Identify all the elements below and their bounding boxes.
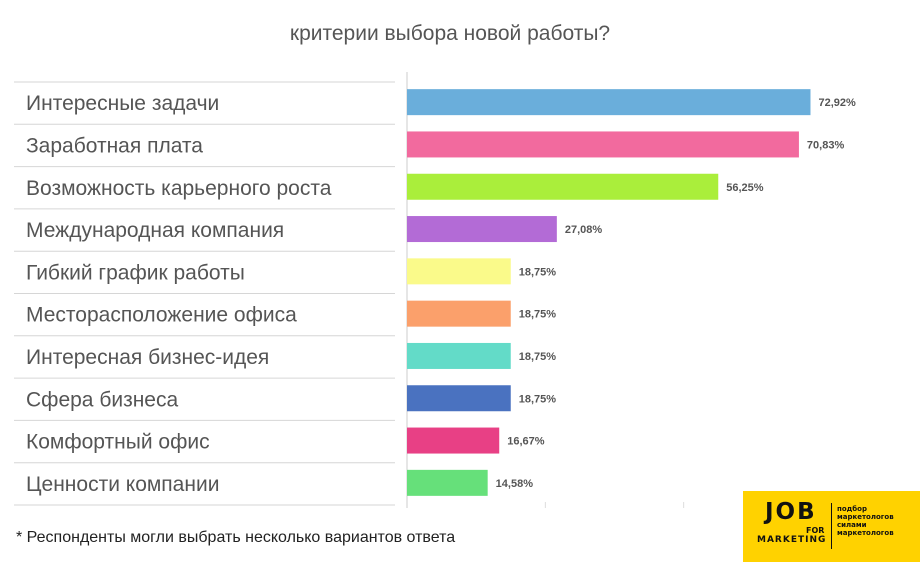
bar	[407, 131, 799, 158]
bar	[407, 89, 811, 116]
logo-tagline-line: маркетологов	[837, 529, 894, 537]
value-label: 72,92%	[818, 97, 856, 109]
bar	[407, 216, 557, 243]
category-labels: Интересные задачи Заработная плата Возможн…	[26, 92, 332, 496]
logo-tagline-line: силами	[837, 521, 867, 529]
logo-tagline-line: подбор	[837, 505, 868, 513]
value-label: 18,75%	[519, 266, 557, 278]
value-label: 14,58%	[496, 478, 534, 490]
bar	[407, 427, 500, 454]
category-label: Интересные задачи	[26, 92, 219, 115]
logo-tagline-line: маркетологов	[837, 513, 894, 521]
job-for-marketing-logo: JOB FOR MARKETING подбор маркетологов си…	[743, 491, 920, 562]
value-labels: 72,92% 70,83% 56,25% 27,08% 18,75% 18,75% 18,7…	[496, 97, 856, 490]
bar	[407, 469, 488, 496]
category-label: Сфера бизнеса	[26, 388, 178, 411]
category-label: Международная компания	[26, 219, 284, 242]
value-label: 16,67%	[507, 436, 545, 448]
logo-for: FOR	[806, 526, 825, 535]
bars	[407, 89, 811, 496]
value-label: 56,25%	[726, 182, 764, 194]
value-label: 70,83%	[807, 139, 845, 151]
logo-job: JOB	[765, 499, 817, 525]
bar	[407, 342, 511, 369]
bar	[407, 385, 511, 412]
bar-chart: Интересные задачи Заработная плата Возможн…	[14, 72, 856, 508]
category-label: Ценности компании	[26, 473, 219, 496]
category-label: Месторасположение офиса	[26, 304, 297, 327]
bar	[407, 258, 511, 285]
grid-layer	[14, 72, 685, 508]
value-label: 18,75%	[519, 351, 557, 363]
logo-divider	[831, 503, 832, 549]
bar	[407, 173, 719, 200]
category-label: Возможность карьерного роста	[26, 177, 332, 200]
category-label: Гибкий график работы	[26, 261, 245, 284]
chart-title: критерии выбора новой работы?	[289, 22, 611, 45]
category-label: Интересная бизнес-идея	[26, 346, 269, 369]
logo-marketing: MARKETING	[757, 535, 827, 545]
category-label: Комфортный офис	[26, 431, 210, 454]
bar	[407, 300, 511, 327]
value-label: 27,08%	[565, 224, 603, 236]
value-label: 18,75%	[519, 393, 557, 405]
logo-tagline: подбор маркетологов силами маркетологов	[837, 505, 917, 537]
value-label: 18,75%	[519, 309, 557, 321]
category-label: Заработная плата	[26, 134, 203, 157]
footnote: * Респонденты могли выбрать несколько ва…	[16, 529, 456, 546]
